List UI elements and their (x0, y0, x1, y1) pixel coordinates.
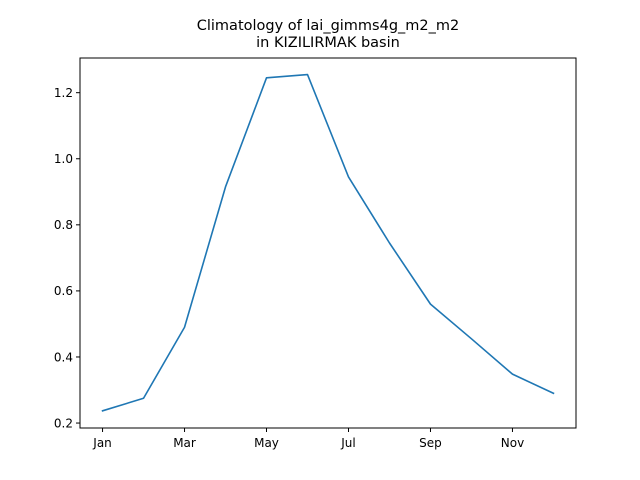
y-tick-label: 0.6 (54, 284, 73, 298)
x-tick-label: Jan (92, 436, 112, 450)
y-tick-label: 0.4 (54, 350, 73, 364)
y-tick-label: 0.2 (54, 416, 73, 430)
x-tick-label: May (254, 436, 279, 450)
x-tick-label: Sep (419, 436, 442, 450)
x-tick-label: Mar (173, 436, 196, 450)
x-tick-label: Nov (501, 436, 524, 450)
y-axis: 0.2 0.4 0.6 0.8 1.0 1.2 (54, 86, 80, 430)
x-axis: Jan Mar May Jul Sep Nov (92, 428, 524, 450)
y-tick-label: 1.0 (54, 152, 73, 166)
chart-title-line-1: Climatology of lai_gimms4g_m2_m2 (197, 18, 460, 34)
plot-area (79, 57, 577, 429)
y-tick-label: 0.8 (54, 218, 73, 232)
y-tick-label: 1.2 (54, 86, 73, 100)
series-group (101, 73, 555, 412)
axes-frame (79, 57, 577, 429)
x-tick-label: Jul (340, 436, 355, 450)
series-line-1 (101, 73, 555, 412)
chart-title-line-2: in KIZILIRMAK basin (256, 35, 400, 51)
